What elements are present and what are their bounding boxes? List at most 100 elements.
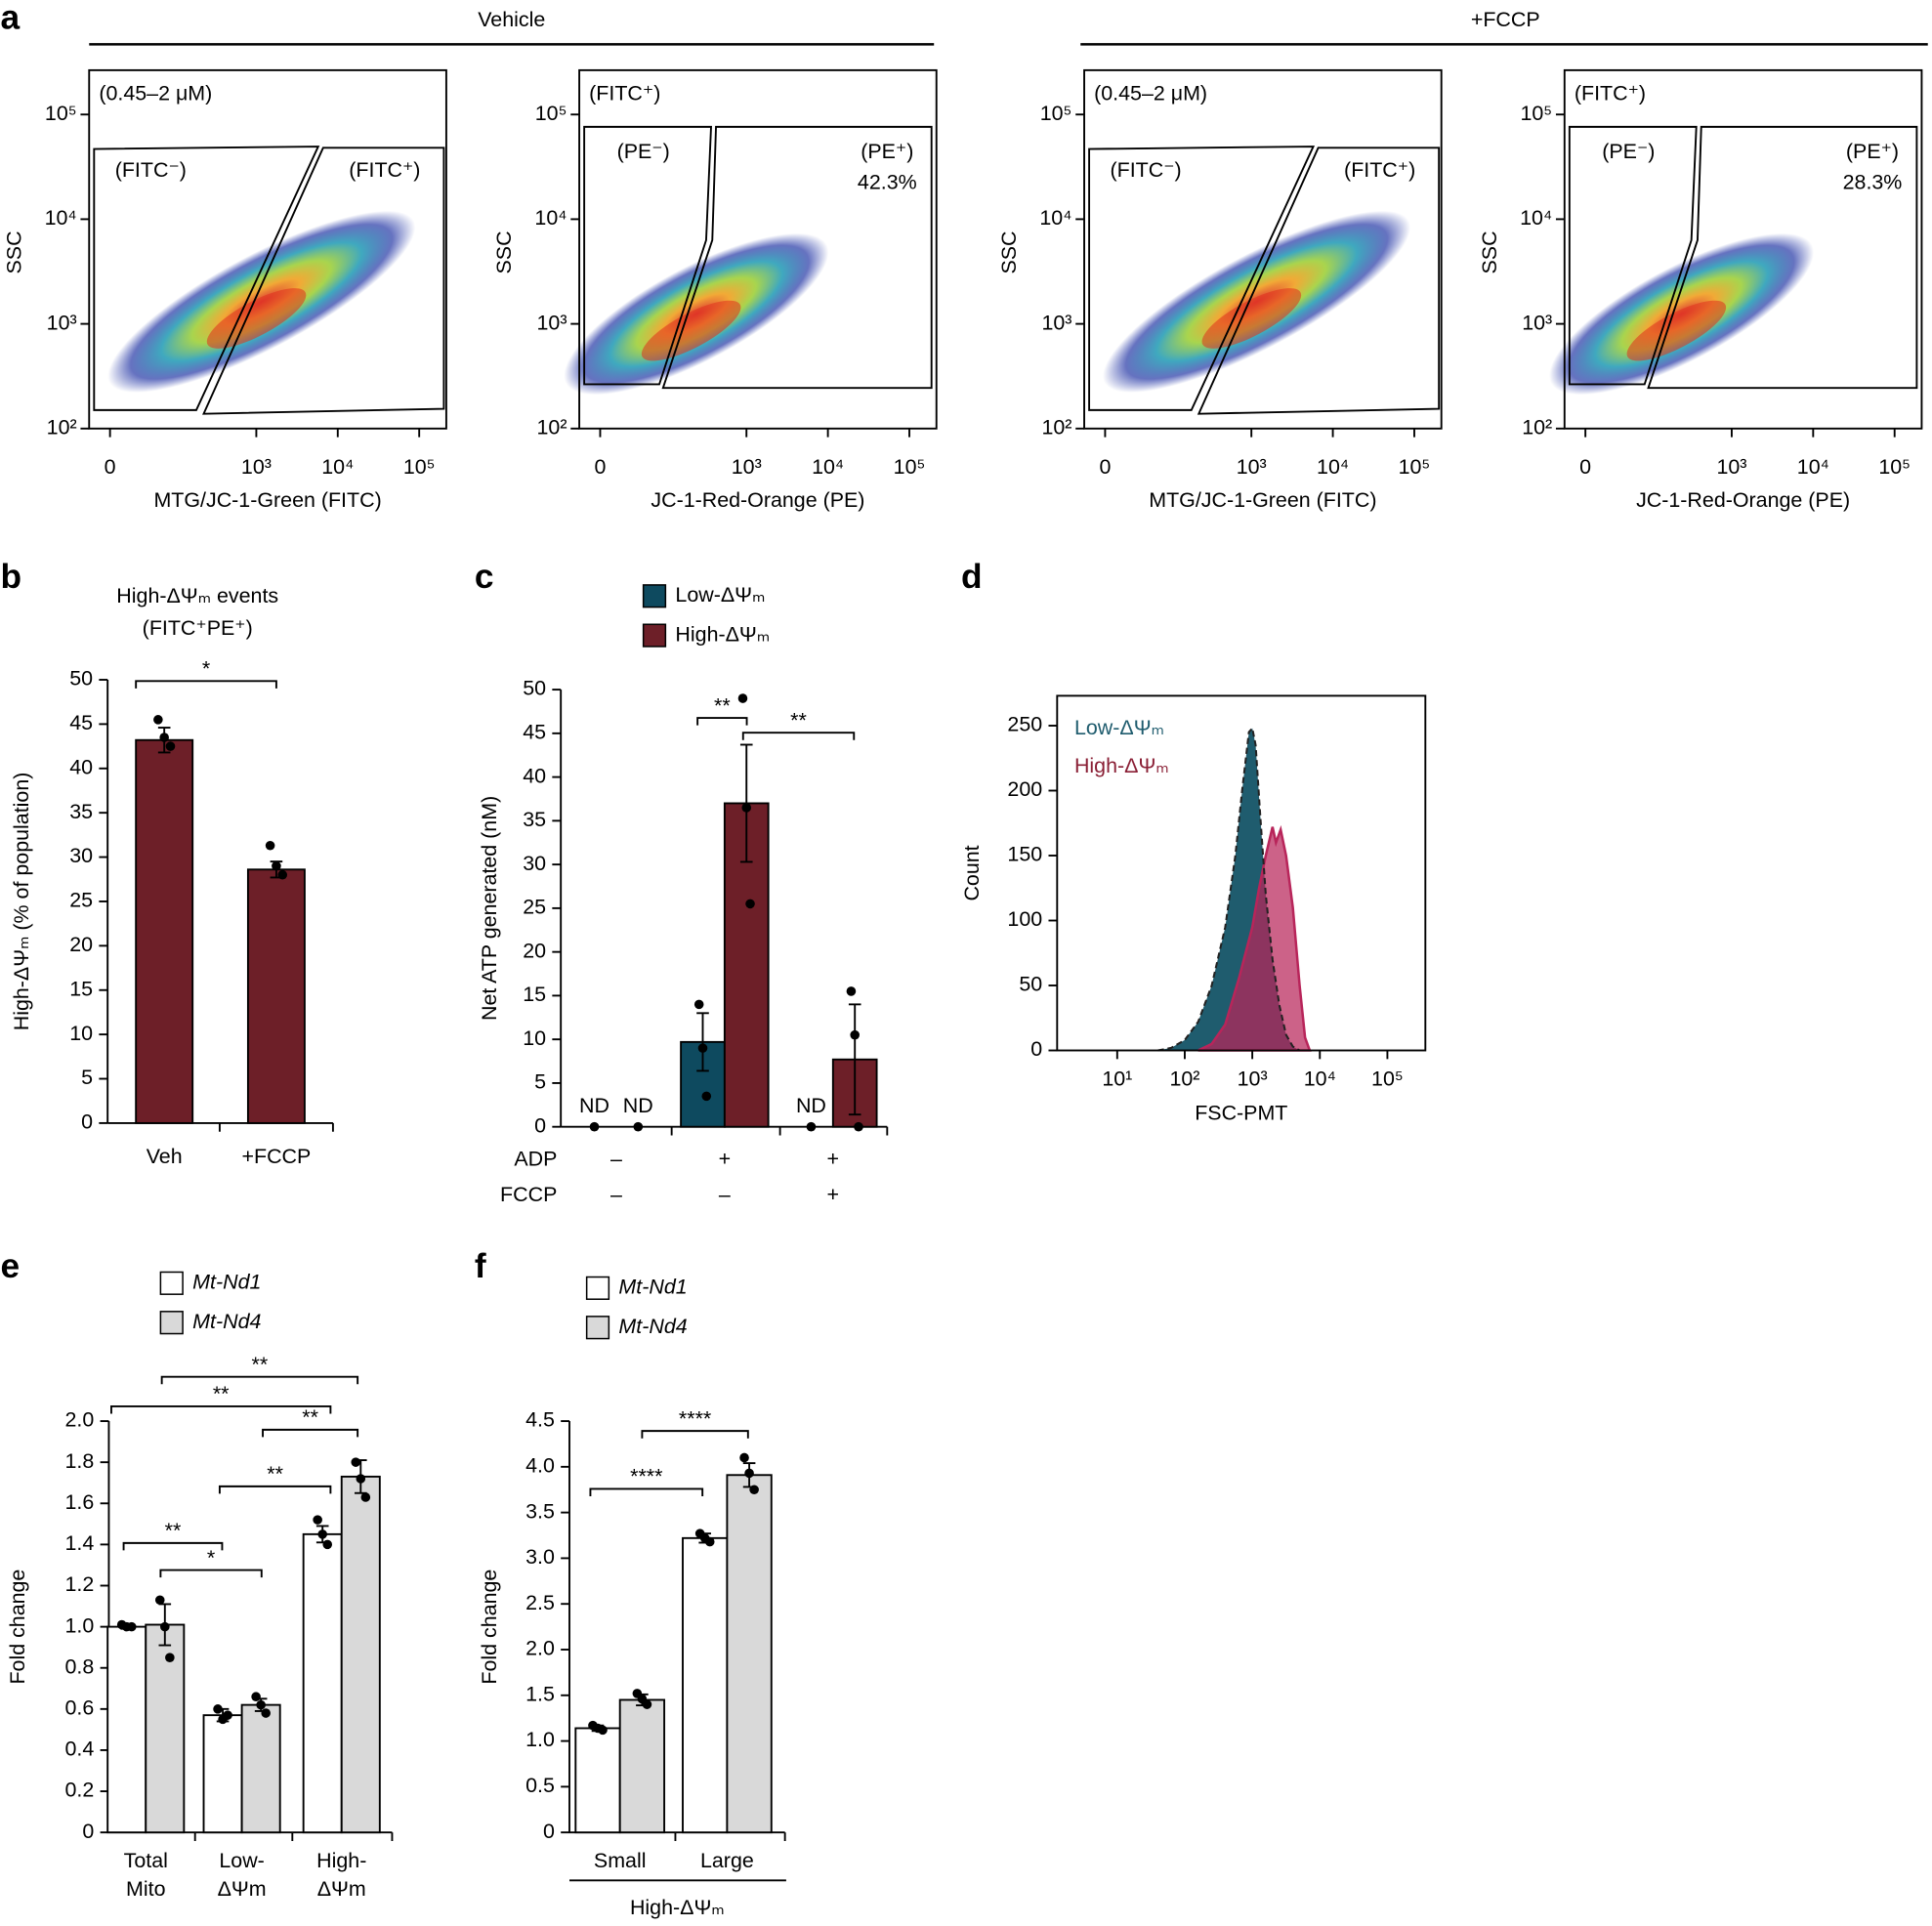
data-point (598, 1725, 608, 1736)
y-axis-label: SSC (997, 230, 1021, 273)
y-tick-label: 0 (1030, 1037, 1042, 1061)
y-tick-label: 1.4 (65, 1531, 95, 1555)
data-point (704, 1536, 715, 1547)
y-tick-label: 150 (1007, 843, 1042, 866)
y-axis-label: SSC (1478, 230, 1501, 273)
data-point (322, 1539, 333, 1550)
value-label: ND (623, 1094, 653, 1117)
y-tick-label: 40 (523, 764, 546, 787)
value-label: ND (796, 1094, 826, 1117)
data-point (165, 1653, 175, 1662)
gate-annotation: (0.45–2 μM) (99, 82, 212, 105)
panel-label: f (475, 1247, 486, 1285)
x-tick-label: 10⁴ (1317, 455, 1349, 479)
y-tick-label: 4.5 (525, 1408, 555, 1432)
y-tick-label: 10⁴ (1039, 206, 1071, 230)
data-point (356, 1474, 366, 1484)
gate-percent: 28.3% (1843, 171, 1903, 194)
gate-label: (PE⁻) (617, 140, 670, 163)
value-label: ND (579, 1094, 609, 1117)
gate-annotation: (0.45–2 μM) (1094, 82, 1207, 105)
gate (1088, 146, 1316, 411)
x-tick-label: High- (316, 1849, 366, 1872)
data-point (741, 803, 752, 813)
plot-frame (578, 68, 938, 430)
x-tick-label: Small (594, 1849, 647, 1872)
x-tick-label: 10⁴ (321, 455, 354, 479)
significance-bracket (741, 732, 856, 740)
y-tick-label: 1.8 (65, 1449, 95, 1473)
x-tick-label: 10² (1169, 1067, 1199, 1090)
y-tick-label: 0.6 (65, 1696, 95, 1719)
y-tick-label: 1.5 (525, 1682, 555, 1705)
gate-label: (PE⁻) (1602, 140, 1655, 163)
significance-bracket (135, 680, 277, 689)
data-point (633, 1121, 644, 1132)
data-point (351, 1457, 361, 1467)
y-tick-label: 20 (523, 939, 546, 962)
y-tick-label: 100 (1007, 907, 1042, 931)
data-point (701, 1091, 712, 1102)
y-axis-label: Fold change (478, 1570, 501, 1685)
density-core (641, 300, 741, 361)
gate (1197, 147, 1441, 415)
data-point (360, 1492, 371, 1502)
data-point (261, 1708, 271, 1718)
x-tick-label: Large (700, 1849, 754, 1872)
x-tick-label: 0 (594, 455, 606, 479)
y-tick-label: 3.0 (525, 1545, 555, 1569)
histogram-area (1197, 824, 1312, 1052)
data-point (272, 860, 281, 871)
data-point (165, 741, 176, 751)
plot-frame (1056, 694, 1427, 1052)
legend-label: High-ΔΨₘ (675, 622, 770, 646)
bar (726, 1474, 773, 1834)
y-tick-label: 2.5 (525, 1591, 555, 1614)
x-tick-label: 10³ (732, 455, 762, 479)
y-axis-label: Fold change (6, 1570, 29, 1685)
y-tick-label: 10⁴ (534, 206, 567, 230)
y-tick-label: 5 (81, 1066, 93, 1089)
data-point (251, 1692, 261, 1701)
legend-label: Mt-Nd4 (192, 1310, 261, 1333)
x-axis-label: FSC-PMT (1195, 1102, 1287, 1125)
y-tick-label: 10⁴ (1520, 206, 1552, 230)
y-tick-label: 0 (534, 1113, 546, 1137)
y-tick-label: 45 (69, 711, 93, 734)
x-tick-label: 0 (1579, 455, 1591, 479)
y-tick-label: 3.5 (525, 1499, 555, 1523)
significance-bracket (589, 1487, 704, 1496)
x-tick-label: 10⁵ (894, 455, 926, 479)
y-tick-label: 1.0 (525, 1728, 555, 1751)
data-point (739, 1452, 749, 1463)
y-tick-label: 0 (543, 1820, 555, 1843)
x-tick-label: Total (124, 1849, 168, 1872)
data-point (277, 869, 288, 880)
y-tick-label: 40 (69, 755, 93, 778)
data-point (154, 1595, 165, 1606)
y-axis-label: Net ATP generated (nM) (478, 796, 501, 1021)
bar (618, 1698, 666, 1834)
legend-swatch (159, 1271, 184, 1295)
gate-percent: 42.3% (858, 171, 917, 194)
data-point (749, 1485, 759, 1495)
significance-bracket (122, 1541, 224, 1551)
data-point (159, 733, 169, 742)
significance-bracket (641, 1430, 749, 1439)
y-tick-label: 1.0 (65, 1613, 95, 1637)
y-tick-label: 15 (69, 977, 93, 1000)
gate-label: (FITC⁺) (349, 158, 420, 182)
panel-label: e (0, 1247, 20, 1285)
y-tick-label: 10³ (1041, 311, 1071, 334)
data-point (642, 1699, 652, 1709)
y-tick-label: 35 (69, 800, 93, 823)
gate-label: (FITC⁻) (115, 158, 187, 182)
x-tick-label: 10³ (1238, 1067, 1268, 1090)
significance-label: ** (252, 1353, 269, 1376)
data-point (223, 1710, 232, 1720)
y-tick-label: 10² (1041, 415, 1071, 439)
legend-label: Mt-Nd1 (192, 1270, 261, 1293)
gate (202, 147, 445, 415)
significance-label: * (207, 1546, 215, 1570)
gate-label: (PE⁺) (861, 140, 913, 163)
